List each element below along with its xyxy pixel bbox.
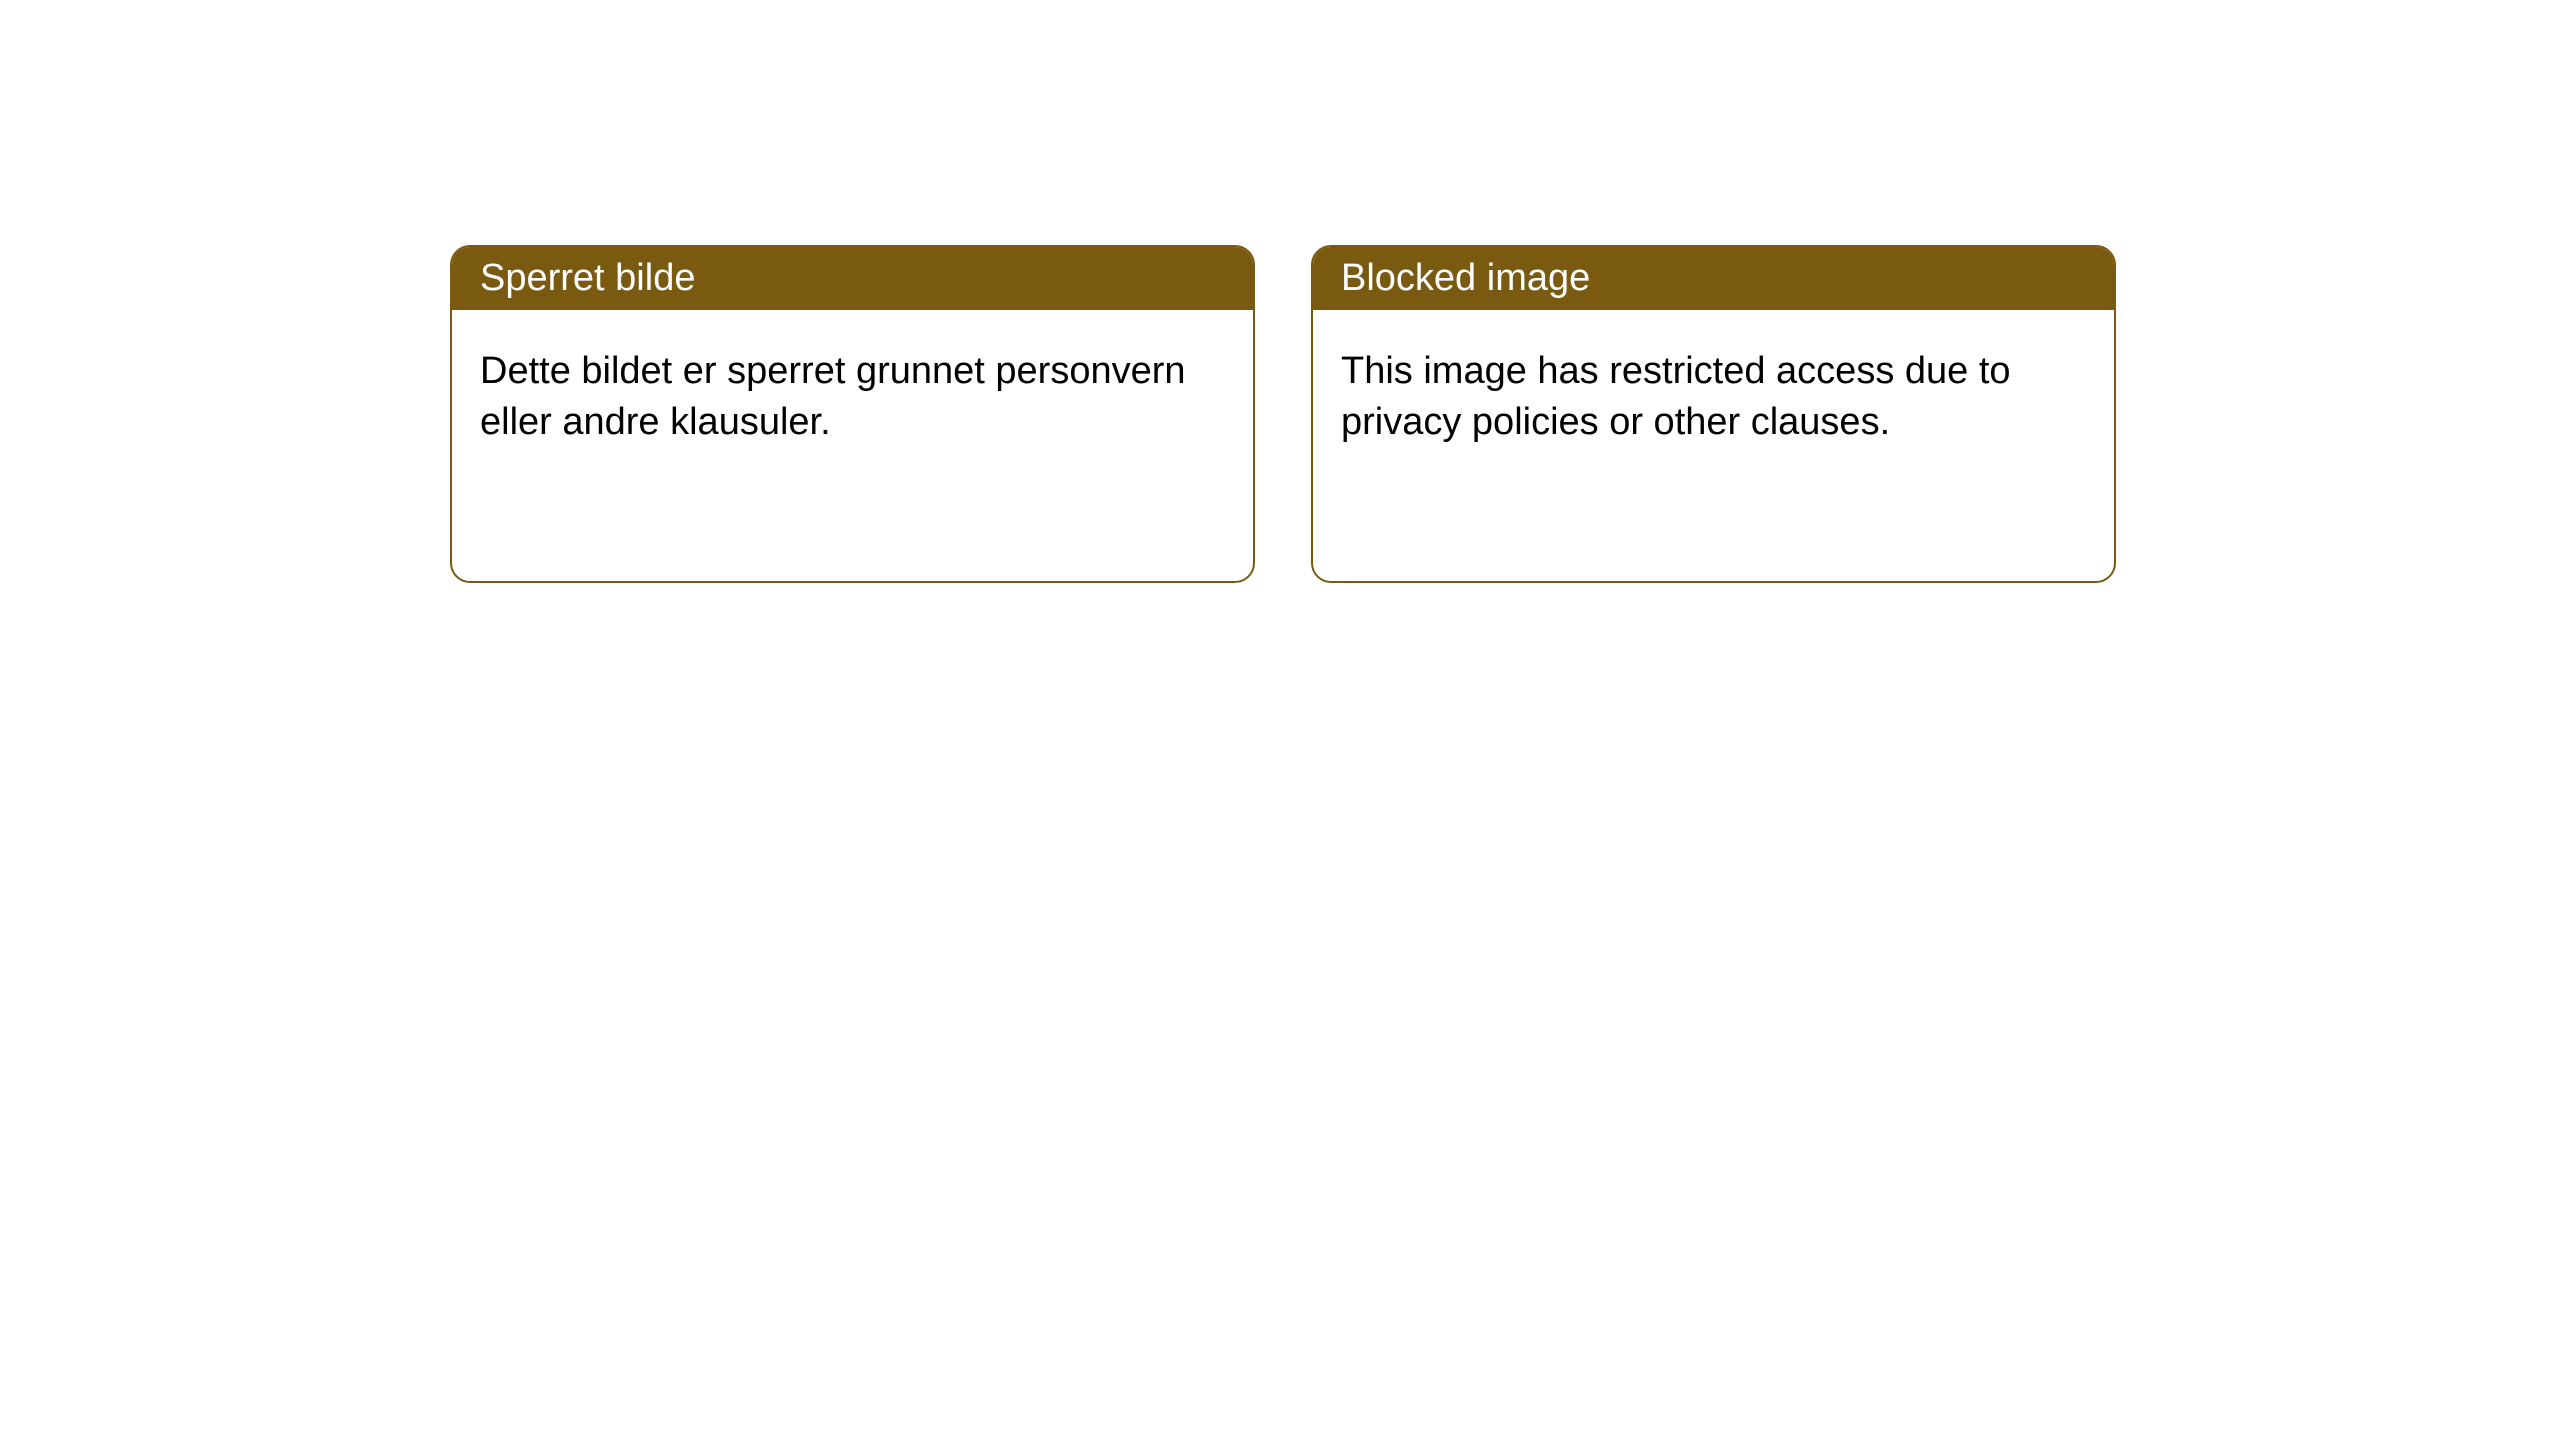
notice-card-body: This image has restricted access due to … bbox=[1313, 310, 2114, 485]
notice-card-norwegian: Sperret bilde Dette bildet er sperret gr… bbox=[450, 245, 1255, 583]
notice-card-english: Blocked image This image has restricted … bbox=[1311, 245, 2116, 583]
notice-card-header: Blocked image bbox=[1313, 247, 2114, 310]
notice-card-text: This image has restricted access due to … bbox=[1341, 350, 2011, 443]
notice-card-text: Dette bildet er sperret grunnet personve… bbox=[480, 350, 1186, 443]
notice-card-header: Sperret bilde bbox=[452, 247, 1253, 310]
notice-card-title: Sperret bilde bbox=[480, 257, 695, 299]
notice-card-title: Blocked image bbox=[1341, 257, 1590, 299]
notice-cards-container: Sperret bilde Dette bildet er sperret gr… bbox=[0, 0, 2560, 583]
notice-card-body: Dette bildet er sperret grunnet personve… bbox=[452, 310, 1253, 485]
